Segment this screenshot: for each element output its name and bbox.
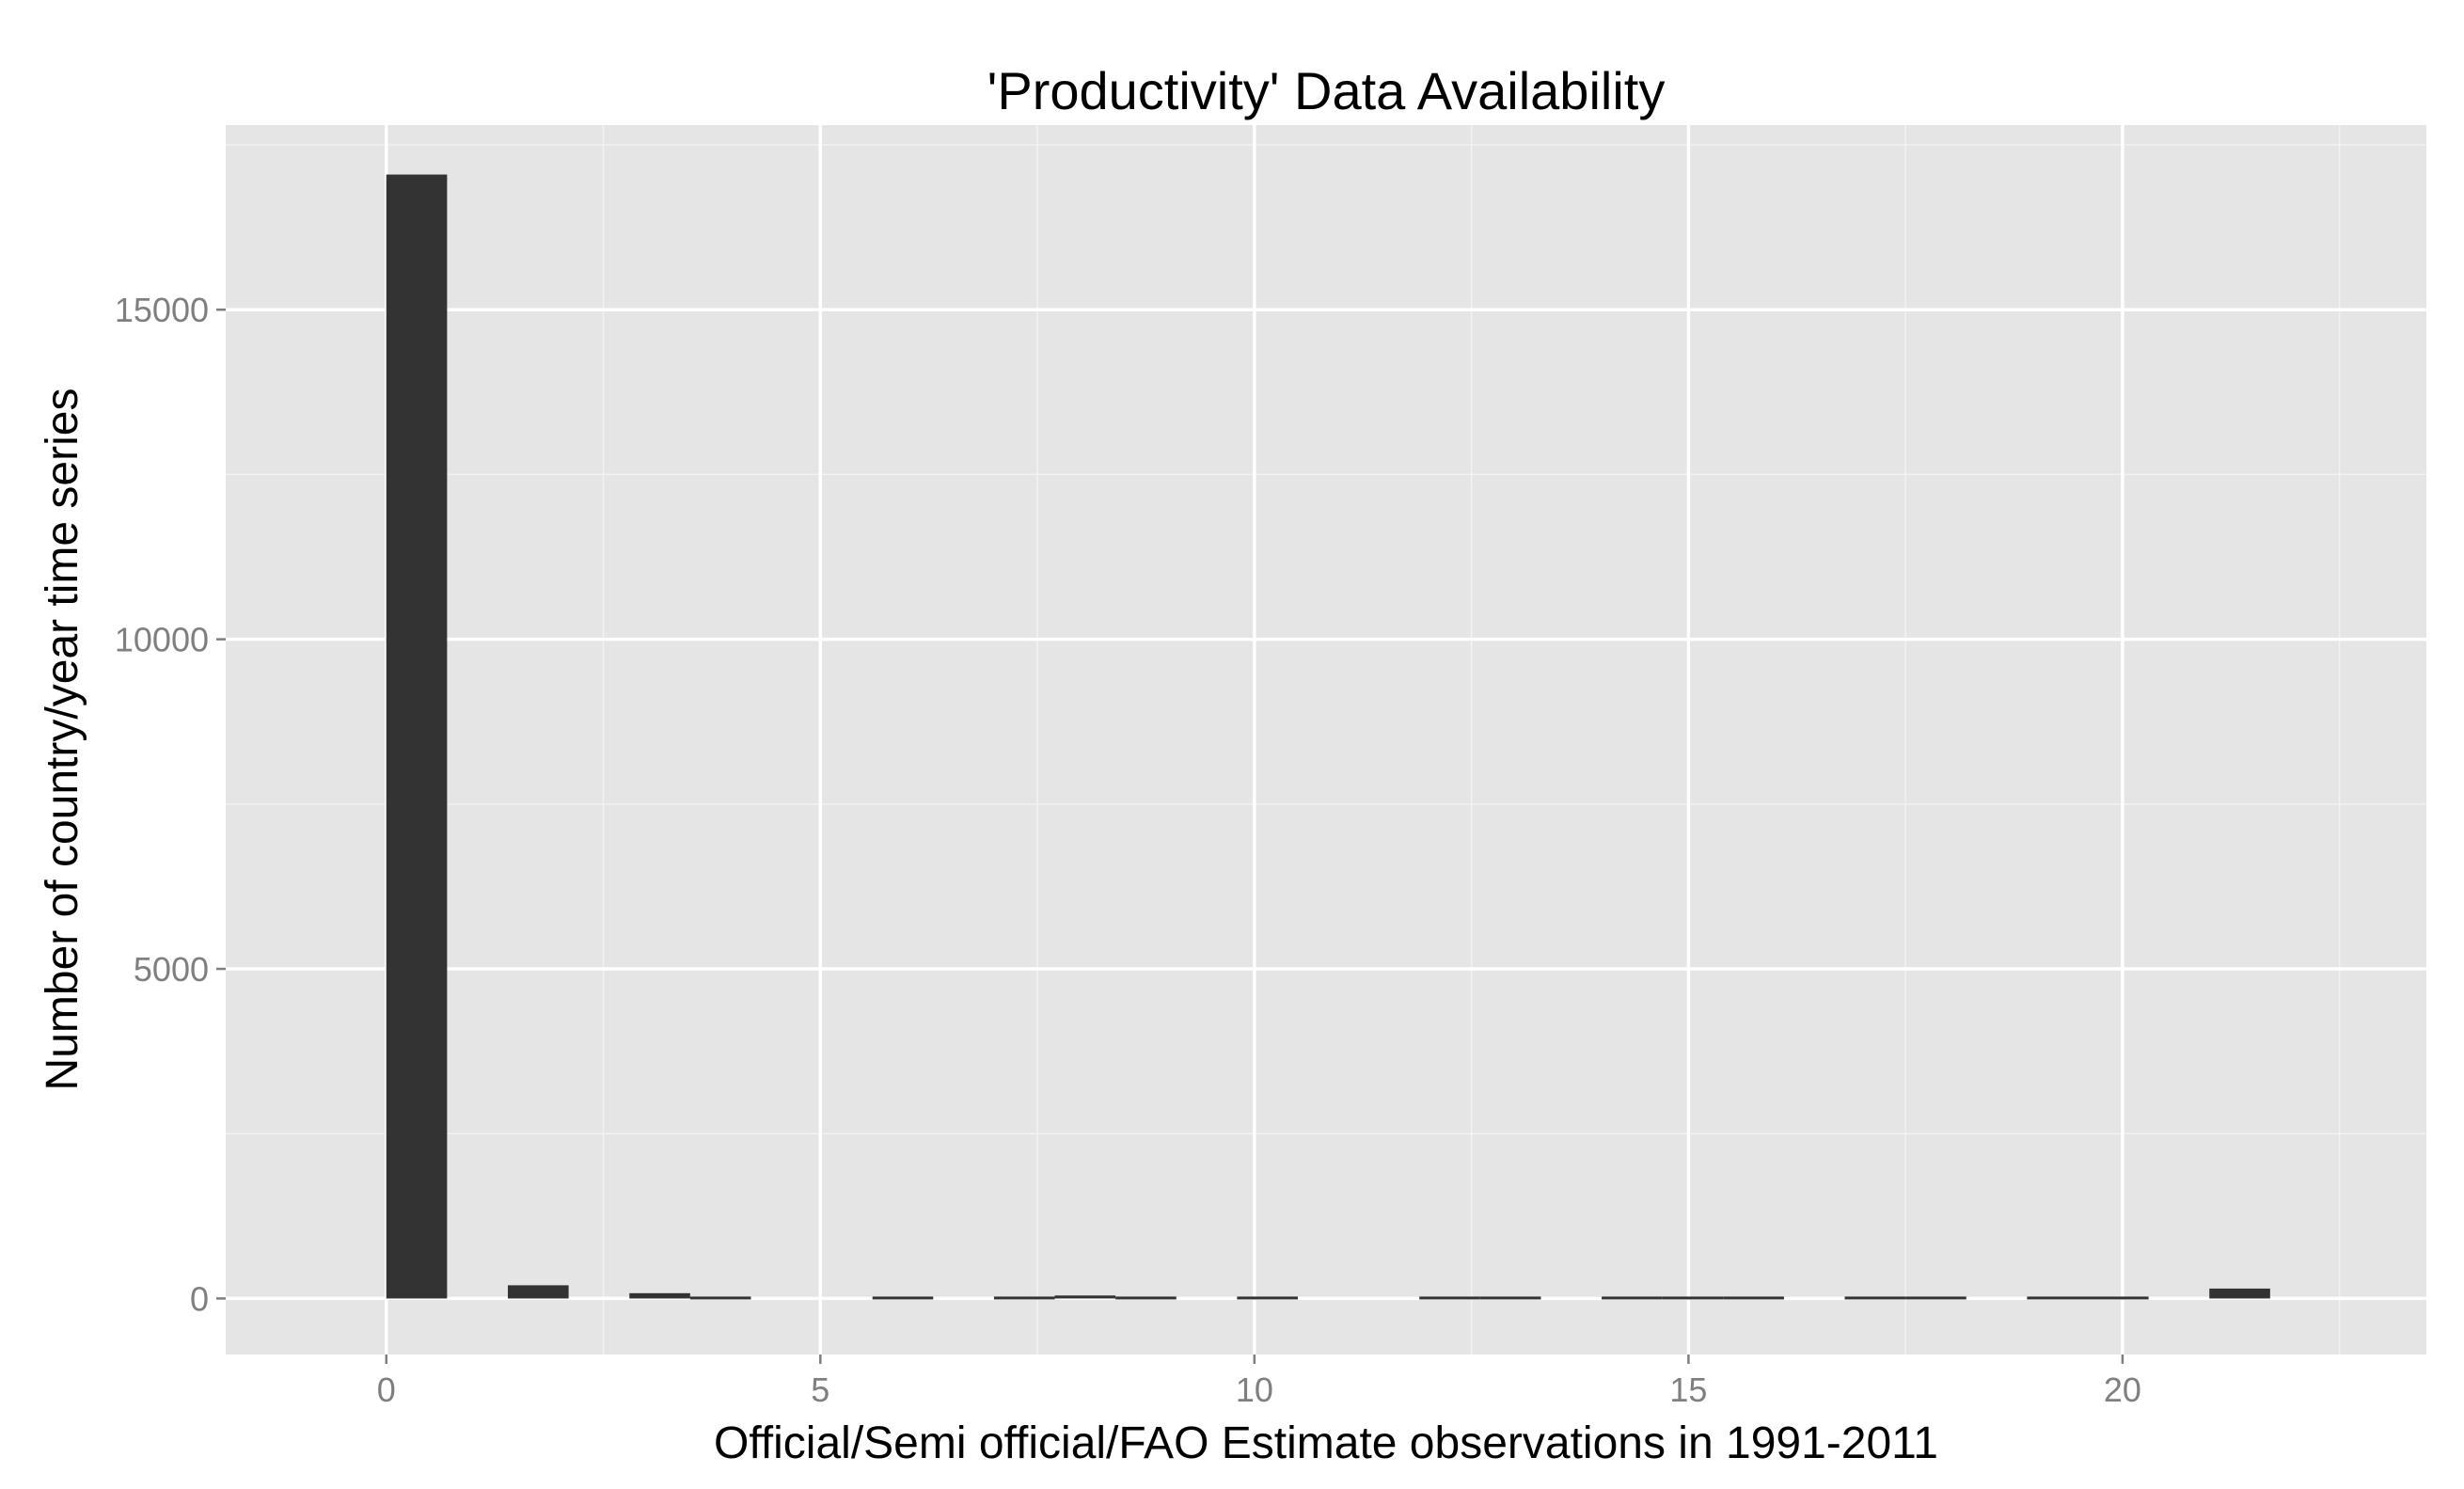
histogram-bar <box>689 1296 751 1300</box>
minor-gridlines <box>226 125 2426 1354</box>
x-tick-label: 0 <box>377 1370 396 1409</box>
bars-group <box>386 174 2270 1300</box>
x-tick-label: 20 <box>2104 1370 2141 1409</box>
y-axis-title: Number of country/year time series <box>38 388 87 1091</box>
histogram-bar <box>1237 1296 1298 1300</box>
histogram-bar <box>1479 1296 1541 1300</box>
y-tick-label: 15000 <box>115 291 209 329</box>
x-axis-title: Official/Semi official/FAO Estimate obse… <box>714 1418 1938 1468</box>
y-tick-label: 0 <box>190 1279 209 1318</box>
histogram-bar <box>2209 1288 2270 1299</box>
histogram-bar <box>1602 1296 1663 1300</box>
histogram-bar <box>993 1296 1055 1300</box>
tick-marks <box>216 308 2124 1364</box>
histogram-bar <box>872 1296 934 1300</box>
histogram-bar <box>1054 1295 1116 1299</box>
plot-panel <box>226 125 2426 1354</box>
y-tick-label: 10000 <box>115 621 209 659</box>
histogram-bar <box>2088 1296 2149 1300</box>
histogram-bar <box>1662 1296 1724 1300</box>
histogram-bar <box>508 1285 569 1299</box>
histogram-bar <box>1905 1296 1966 1300</box>
histogram-bar <box>2027 1296 2088 1300</box>
x-tick-label: 15 <box>1669 1370 1707 1409</box>
chart-title: 'Productivity' Data Availability <box>987 61 1666 120</box>
histogram-bar <box>1419 1296 1480 1300</box>
x-tick-labels: 0 5 10 15 20 <box>377 1370 2141 1409</box>
x-tick-label: 5 <box>811 1370 829 1409</box>
histogram-bar <box>1844 1296 1906 1300</box>
histogram-bar <box>629 1292 690 1299</box>
histogram-bar <box>1723 1296 1784 1300</box>
y-tick-labels: 0 5000 10000 15000 <box>115 291 209 1318</box>
histogram-bar <box>1115 1296 1177 1300</box>
histogram-bar <box>386 174 448 1299</box>
x-tick-label: 10 <box>1236 1370 1273 1409</box>
y-tick-label: 5000 <box>134 950 209 989</box>
